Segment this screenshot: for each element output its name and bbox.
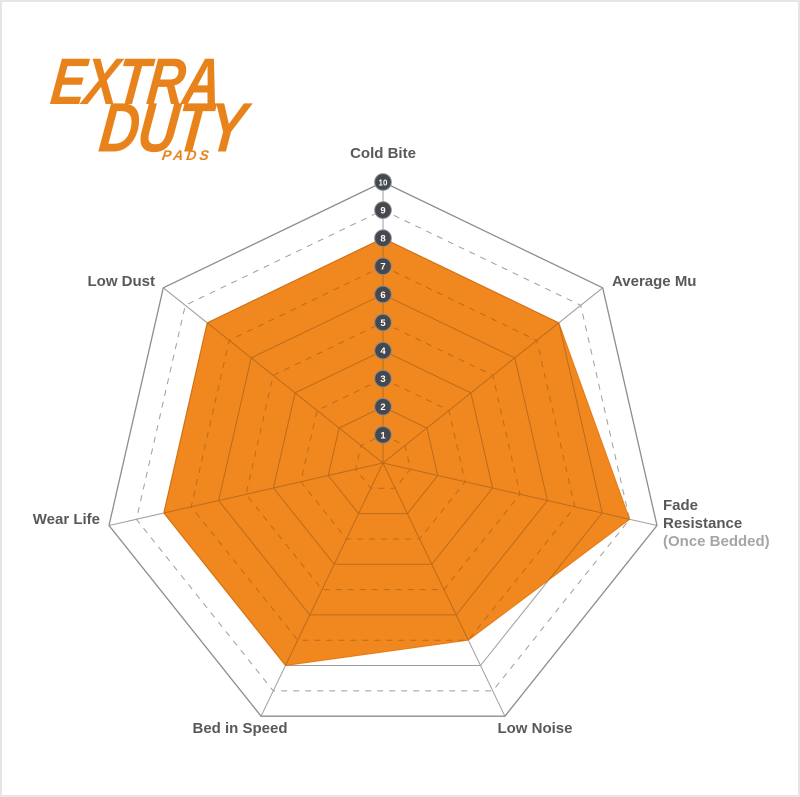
fade-label-line3: (Once Bedded) [663,533,770,550]
axis-label-low-noise: Low Noise [497,720,573,737]
scale-tick-number: 7 [380,262,385,273]
scale-tick-number: 1 [380,430,386,441]
scale-tick-circle [374,229,392,247]
scale-tick-number: 2 [380,402,385,413]
scale-tick-circle [374,257,392,276]
scale-tick-number: 6 [380,290,385,301]
axis-label-bed-in-speed: Bed in Speed [192,720,288,737]
scale-tick-circle [374,369,392,388]
axis-label-average-mu: Average Mu [612,273,697,290]
axis-label-cold-bite: Cold Bite [350,145,416,162]
scale-tick-circle [374,313,392,332]
scale-tick-circle [374,426,392,444]
scale-tick-number: 10 [379,178,388,187]
axis-label-fade-resistance: Fade Resistance (Once Bedded) [663,497,793,551]
radar-scale-ticks: 1 2 3 4 5 6 7 8 9 10 [374,173,392,444]
axis-label-wear-life: Wear Life [32,511,100,528]
logo-word-pads: PADS [160,147,213,163]
scale-tick-circle [374,341,392,360]
scale-tick-circle [374,285,392,304]
scale-tick-number: 5 [380,318,386,329]
scale-tick-number: 4 [380,346,386,357]
fade-label-line2: Resistance [663,515,743,532]
scale-tick-circle [374,173,392,191]
scale-tick-number: 8 [380,234,385,245]
scale-tick-circle [374,201,392,219]
scale-tick-number: 3 [380,374,385,385]
axis-label-low-dust: Low Dust [87,273,156,290]
scale-tick-circle [374,398,392,416]
fade-label-line1: Fade [663,497,699,514]
scale-tick-number: 9 [380,206,385,217]
